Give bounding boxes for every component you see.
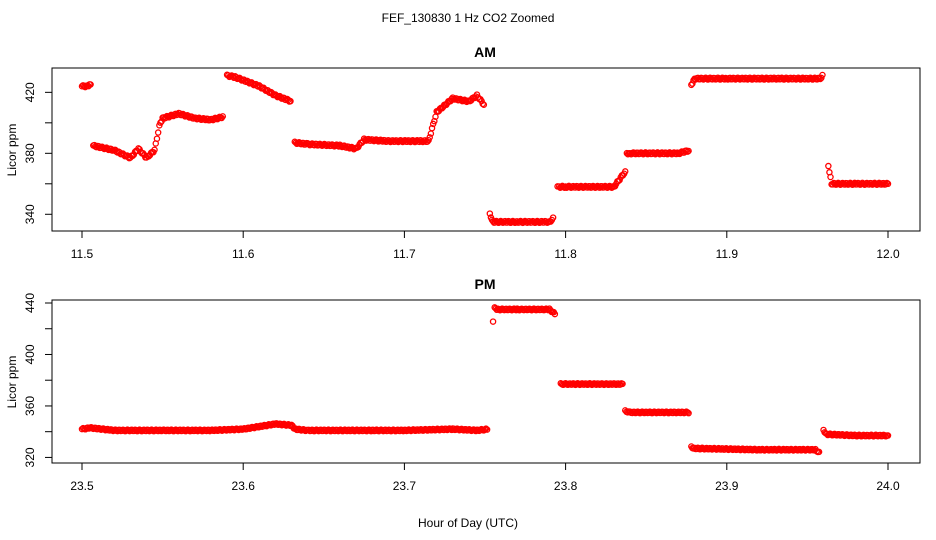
pm-x-tick-label: 23.6: [232, 479, 256, 493]
am-data-point: [480, 101, 488, 109]
am-data-point: [549, 214, 557, 221]
am-data-point: [884, 180, 892, 188]
am-data-point: [426, 134, 433, 141]
pm-title: PM: [475, 276, 496, 292]
pm-data-point: [482, 425, 490, 432]
pm-data-point: [619, 380, 626, 388]
am-points: [78, 71, 892, 227]
am-x-tick-label: 12.0: [876, 247, 900, 261]
pm-data-point: [483, 426, 491, 433]
pm-panel: PM Licor ppm 23.5 23.6 23.7 23.8 23.9 24.0 320…: [5, 276, 921, 493]
pm-y-tick-label: 400: [23, 344, 37, 364]
am-x-tick-label: 11.5: [71, 247, 94, 261]
am-title: AM: [474, 44, 496, 60]
pm-x-tick-label: 23.8: [554, 479, 578, 493]
am-y-tick-label: 380: [23, 143, 37, 163]
am-data-point: [154, 129, 162, 136]
am-data-point: [827, 173, 834, 181]
pm-data-point: [551, 310, 559, 318]
x-axis-label: Hour of Day (UTC): [418, 516, 518, 530]
pm-points: [78, 304, 892, 456]
pm-data-point: [685, 409, 692, 417]
pm-x-tick-label: 24.0: [876, 479, 900, 493]
am-data-point: [151, 146, 158, 154]
am-data-point: [486, 210, 494, 217]
am-y-axis-label: Licor ppm: [5, 124, 19, 177]
am-data-point: [287, 97, 294, 105]
pm-axes: 23.5 23.6 23.7 23.8 23.9 24.0 320 360 400 440: [23, 293, 900, 493]
am-data-point: [153, 135, 161, 142]
pm-x-tick-label: 23.7: [393, 479, 417, 493]
pm-x-tick-label: 23.9: [715, 479, 739, 493]
pm-data-point: [489, 318, 497, 325]
am-y-tick-label: 340: [23, 204, 37, 224]
am-data-point: [819, 71, 826, 79]
pm-y-tick-label: 360: [23, 396, 37, 416]
am-panel: AM Licor ppm 11.5 11.6 11.7 11.8 11.9 12.0 340…: [5, 44, 921, 261]
am-data-point: [621, 168, 629, 175]
am-data-point: [219, 113, 227, 120]
am-plot-frame: [51, 67, 921, 232]
pm-plot-frame: [51, 299, 921, 464]
pm-y-tick-label: 320: [23, 447, 37, 467]
am-x-tick-label: 11.6: [232, 247, 255, 261]
am-data-point: [685, 147, 692, 155]
figure-title: FEF_130830 1 Hz CO2 Zoomed: [382, 11, 555, 25]
pm-x-tick-label: 23.5: [70, 479, 94, 493]
am-data-point: [825, 162, 832, 170]
am-axes: 11.5 11.6 11.7 11.8 11.9 12.0 340 380 420: [23, 82, 900, 261]
am-data-point: [428, 124, 436, 132]
pm-data-point: [881, 432, 888, 439]
pm-data-point: [815, 448, 823, 456]
am-data-point: [87, 81, 94, 88]
am-y-tick-label: 420: [23, 82, 37, 102]
am-x-tick-label: 11.7: [393, 247, 416, 261]
pm-y-tick-label: 440: [23, 293, 37, 313]
pm-data-point: [884, 432, 892, 439]
am-x-tick-label: 11.8: [554, 247, 577, 261]
am-x-tick-label: 11.9: [716, 247, 739, 261]
pm-y-axis-label: Licor ppm: [5, 356, 19, 409]
am-data-point: [818, 74, 825, 82]
